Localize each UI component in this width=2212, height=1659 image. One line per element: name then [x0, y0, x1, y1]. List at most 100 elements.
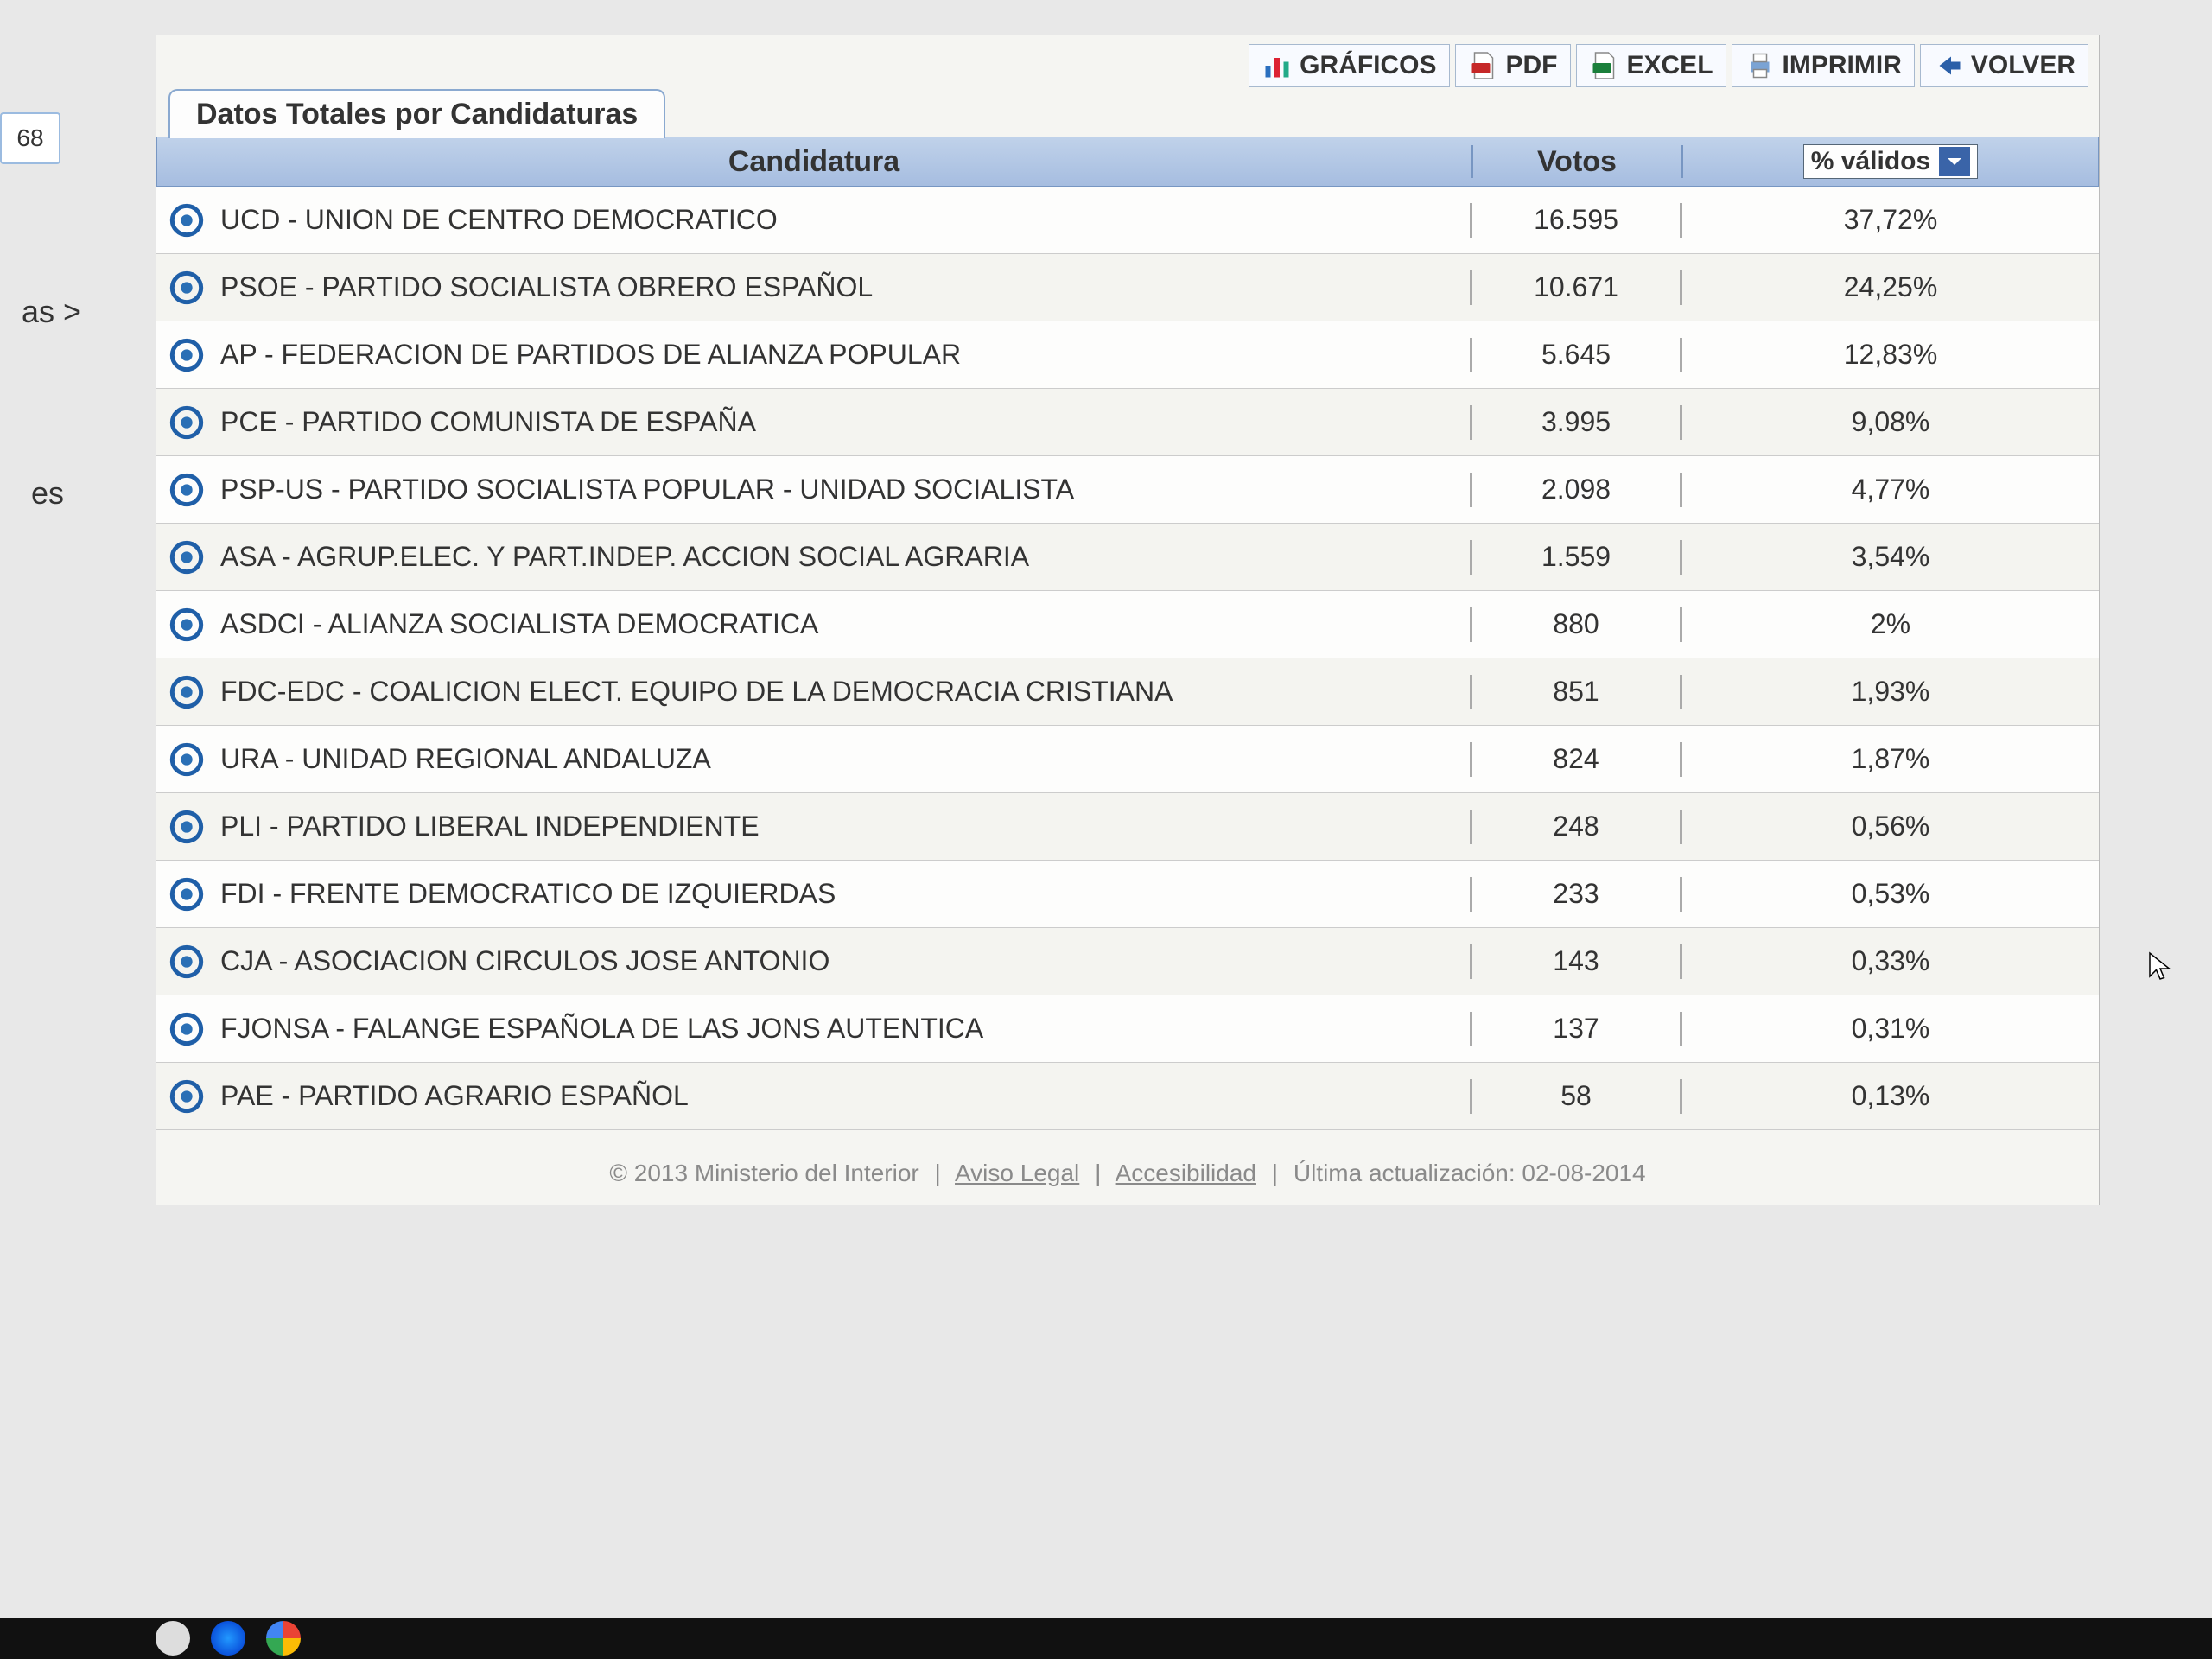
- imprimir-label: IMPRIMIR: [1783, 51, 1902, 80]
- table-row: UCD - UNION DE CENTRO DEMOCRATICO 16.595…: [156, 187, 2099, 254]
- table-header: Candidatura Votos % válidos: [156, 137, 2099, 187]
- volver-label: VOLVER: [1971, 51, 2075, 80]
- pdf-label: PDF: [1506, 51, 1558, 80]
- pct-cell: 1,87%: [1682, 743, 2099, 775]
- row-select-radio[interactable]: [156, 607, 217, 642]
- row-select-radio[interactable]: [156, 944, 217, 979]
- pct-cell: 0,13%: [1682, 1080, 2099, 1112]
- candidature-name: PCE - PARTIDO COMUNISTA DE ESPAÑA: [217, 389, 1470, 455]
- candidature-name: FJONSA - FALANGE ESPAÑOLA DE LAS JONS AU…: [217, 995, 1470, 1062]
- votes-cell: 143: [1472, 945, 1680, 977]
- print-icon: [1745, 50, 1776, 81]
- export-toolbar: GRÁFICOS PDF EXCEL IMPRIMIR: [156, 35, 2099, 87]
- imprimir-button[interactable]: IMPRIMIR: [1732, 44, 1915, 87]
- votes-cell: 2.098: [1472, 474, 1680, 505]
- sidebar-cut-button[interactable]: 68: [0, 112, 60, 164]
- sidebar-cut-link-2[interactable]: es: [0, 475, 69, 524]
- pct-cell: 0,56%: [1682, 810, 2099, 842]
- votes-cell: 824: [1472, 743, 1680, 775]
- candidature-name: URA - UNIDAD REGIONAL ANDALUZA: [217, 726, 1470, 792]
- pct-cell: 0,33%: [1682, 945, 2099, 977]
- row-select-radio[interactable]: [156, 675, 217, 709]
- table-row: AP - FEDERACION DE PARTIDOS DE ALIANZA P…: [156, 321, 2099, 389]
- footer-updated-label: Última actualización:: [1294, 1160, 1516, 1186]
- pct-cell: 24,25%: [1682, 271, 2099, 303]
- pct-selector-label: % válidos: [1811, 147, 1930, 176]
- table-row: FDC-EDC - COALICION ELECT. EQUIPO DE LA …: [156, 658, 2099, 726]
- votes-cell: 137: [1472, 1013, 1680, 1045]
- row-select-radio[interactable]: [156, 810, 217, 844]
- table-row: PSP-US - PARTIDO SOCIALISTA POPULAR - UN…: [156, 456, 2099, 524]
- row-select-radio[interactable]: [156, 338, 217, 372]
- excel-button[interactable]: EXCEL: [1576, 44, 1726, 87]
- table-row: ASDCI - ALIANZA SOCIALISTA DEMOCRATICA 8…: [156, 591, 2099, 658]
- chart-icon: [1262, 50, 1293, 81]
- volver-button[interactable]: VOLVER: [1920, 44, 2088, 87]
- row-select-radio[interactable]: [156, 270, 217, 305]
- row-select-radio[interactable]: [156, 540, 217, 575]
- table-row: PCE - PARTIDO COMUNISTA DE ESPAÑA 3.995 …: [156, 389, 2099, 456]
- candidature-name: UCD - UNION DE CENTRO DEMOCRATICO: [217, 187, 1470, 253]
- row-select-radio[interactable]: [156, 742, 217, 777]
- candidature-name: AP - FEDERACION DE PARTIDOS DE ALIANZA P…: [217, 321, 1470, 388]
- votes-cell: 880: [1472, 608, 1680, 640]
- excel-label: EXCEL: [1627, 51, 1713, 80]
- candidature-name: PAE - PARTIDO AGRARIO ESPAÑOL: [217, 1063, 1470, 1129]
- taskbar-hp-icon[interactable]: [156, 1621, 190, 1656]
- cursor-icon: [2145, 950, 2176, 986]
- page-footer: © 2013 Ministerio del Interior | Aviso L…: [156, 1130, 2099, 1205]
- pct-cell: 12,83%: [1682, 339, 2099, 371]
- results-panel: GRÁFICOS PDF EXCEL IMPRIMIR: [156, 35, 2100, 1205]
- candidature-name: ASDCI - ALIANZA SOCIALISTA DEMOCRATICA: [217, 591, 1470, 658]
- pct-cell: 2%: [1682, 608, 2099, 640]
- table-row: ASA - AGRUP.ELEC. Y PART.INDEP. ACCION S…: [156, 524, 2099, 591]
- votes-cell: 248: [1472, 810, 1680, 842]
- chevron-down-icon: [1939, 147, 1970, 176]
- pct-cell: 9,08%: [1682, 406, 2099, 438]
- taskbar-chrome-icon[interactable]: [266, 1621, 301, 1656]
- candidature-name: FDC-EDC - COALICION ELECT. EQUIPO DE LA …: [217, 658, 1470, 725]
- votes-cell: 5.645: [1472, 339, 1680, 371]
- row-select-radio[interactable]: [156, 1012, 217, 1046]
- tab-datos-totales[interactable]: Datos Totales por Candidaturas: [168, 89, 665, 138]
- table-row: FJONSA - FALANGE ESPAÑOLA DE LAS JONS AU…: [156, 995, 2099, 1063]
- footer-aviso-link[interactable]: Aviso Legal: [955, 1160, 1079, 1186]
- candidature-name: PLI - PARTIDO LIBERAL INDEPENDIENTE: [217, 793, 1470, 860]
- candidature-name: FDI - FRENTE DEMOCRATICO DE IZQUIERDAS: [217, 861, 1470, 927]
- table-row: FDI - FRENTE DEMOCRATICO DE IZQUIERDAS 2…: [156, 861, 2099, 928]
- graficos-button[interactable]: GRÁFICOS: [1249, 44, 1449, 87]
- candidature-name: PSOE - PARTIDO SOCIALISTA OBRERO ESPAÑOL: [217, 254, 1470, 321]
- sidebar-cut-link-1[interactable]: as >: [0, 294, 86, 342]
- votes-cell: 10.671: [1472, 271, 1680, 303]
- row-select-radio[interactable]: [156, 1079, 217, 1114]
- footer-copyright: © 2013 Ministerio del Interior: [609, 1160, 918, 1186]
- table-row: CJA - ASOCIACION CIRCULOS JOSE ANTONIO 1…: [156, 928, 2099, 995]
- row-select-radio[interactable]: [156, 473, 217, 507]
- pct-cell: 4,77%: [1682, 474, 2099, 505]
- taskbar-edge-icon[interactable]: [211, 1621, 245, 1656]
- row-select-radio[interactable]: [156, 203, 217, 238]
- pct-selector[interactable]: % válidos: [1803, 144, 1978, 179]
- pct-cell: 3,54%: [1682, 541, 2099, 573]
- table-row: URA - UNIDAD REGIONAL ANDALUZA 824 1,87%: [156, 726, 2099, 793]
- back-arrow-icon: [1933, 50, 1964, 81]
- pdf-button[interactable]: PDF: [1455, 44, 1571, 87]
- table-row: PSOE - PARTIDO SOCIALISTA OBRERO ESPAÑOL…: [156, 254, 2099, 321]
- pct-cell: 0,53%: [1682, 878, 2099, 910]
- votes-cell: 16.595: [1472, 204, 1680, 236]
- votes-cell: 851: [1472, 676, 1680, 708]
- pct-cell: 37,72%: [1682, 204, 2099, 236]
- header-votos[interactable]: Votos: [1473, 145, 1681, 179]
- row-select-radio[interactable]: [156, 405, 217, 440]
- votes-cell: 233: [1472, 878, 1680, 910]
- candidature-name: ASA - AGRUP.ELEC. Y PART.INDEP. ACCION S…: [217, 524, 1470, 590]
- footer-acces-link[interactable]: Accesibilidad: [1116, 1160, 1256, 1186]
- candidature-name: CJA - ASOCIACION CIRCULOS JOSE ANTONIO: [217, 928, 1470, 995]
- table-row: PAE - PARTIDO AGRARIO ESPAÑOL 58 0,13%: [156, 1063, 2099, 1130]
- header-candidatura: Candidatura: [157, 145, 1471, 179]
- votes-cell: 3.995: [1472, 406, 1680, 438]
- row-select-radio[interactable]: [156, 877, 217, 912]
- excel-icon: [1589, 50, 1620, 81]
- pdf-icon: [1468, 50, 1499, 81]
- table-row: PLI - PARTIDO LIBERAL INDEPENDIENTE 248 …: [156, 793, 2099, 861]
